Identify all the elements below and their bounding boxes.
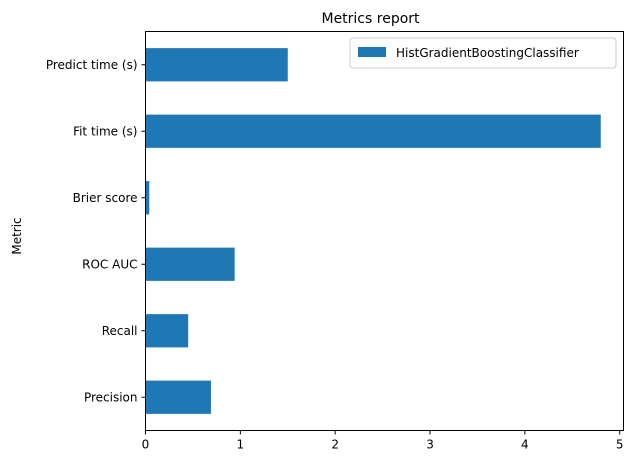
x-tick-label: 5 [616, 438, 624, 452]
x-tick-label: 2 [331, 438, 339, 452]
legend: HistGradientBoostingClassifier [349, 37, 617, 69]
y-tick-label: Precision [84, 390, 138, 404]
y-tick-label: Brier score [73, 191, 138, 205]
bar-predict-time-s [145, 48, 288, 82]
legend-swatch [358, 47, 386, 57]
x-axis-ticks: 0 1 2 3 4 5 [142, 430, 624, 452]
y-tick-label: Fit time (s) [73, 124, 137, 138]
bar-fit-time-s [145, 114, 601, 148]
legend-box [349, 37, 617, 69]
y-axis-ticks: Precision Recall ROC AUC Brier score Fit tim… [46, 58, 146, 404]
y-tick-label: ROC AUC [82, 257, 137, 271]
y-tick-label: Recall [102, 324, 138, 338]
x-tick-label: 3 [426, 438, 434, 452]
y-tick-label: Predict time (s) [46, 58, 138, 72]
legend-label: HistGradientBoostingClassifier [396, 46, 579, 60]
x-tick-label: 4 [521, 438, 529, 452]
chart-title: Metrics report [321, 11, 420, 27]
plot-frame [145, 31, 624, 431]
bar-roc-auc [145, 247, 235, 281]
x-tick-label: 0 [142, 438, 150, 452]
y-axis-label: Metric [10, 217, 24, 254]
x-tick-label: 1 [237, 438, 245, 452]
bars-group [145, 48, 601, 414]
bar-precision [145, 380, 211, 414]
bar-recall [145, 314, 189, 348]
bar-brier-score [145, 181, 150, 215]
